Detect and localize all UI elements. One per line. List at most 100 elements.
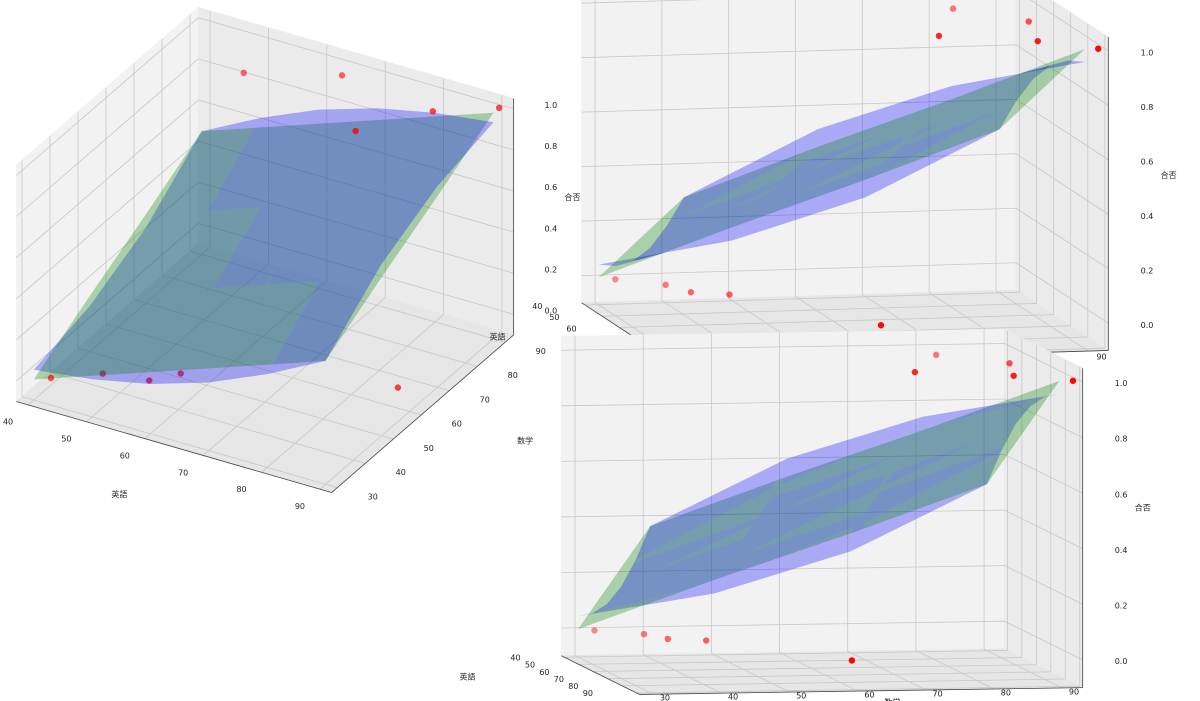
surface-patch (320, 108, 436, 192)
y-tick-label: 90 (536, 347, 546, 356)
y-tick-label: 60 (452, 420, 462, 429)
data-point (911, 368, 919, 376)
y-tick-label: 50 (424, 444, 434, 453)
x-tick-label: 60 (539, 668, 549, 677)
grid-line (1004, 509, 1083, 550)
surface-patch (145, 127, 260, 215)
z-tick-label: 0.2 (1115, 601, 1128, 610)
surface-patch (714, 512, 866, 580)
x-axis-label: 英語 (111, 489, 127, 499)
y-tick-label: 70 (933, 689, 943, 698)
surface-patch (894, 396, 1045, 456)
axis-line (16, 401, 332, 493)
grid-line (581, 262, 1017, 276)
x-tick-label: 80 (236, 485, 246, 494)
surface-patch (908, 381, 1060, 451)
grid-line (189, 250, 506, 343)
z-tick-label: 0.8 (1141, 103, 1154, 112)
y-axis-label: 数学 (517, 436, 533, 446)
data-point (687, 289, 695, 296)
grid-line (21, 396, 338, 489)
surface-patch (879, 406, 1031, 488)
surface-patch (267, 264, 382, 375)
axis-line (639, 687, 1083, 695)
grid-line (581, 98, 1017, 113)
y-tick-label: 30 (368, 492, 378, 501)
data-point (1025, 18, 1032, 25)
surface-patch (621, 497, 773, 568)
grid-line (144, 280, 328, 439)
grid-line (581, 153, 1017, 168)
grid-line (1015, 98, 1109, 161)
z-axis-label: 合否 (564, 192, 580, 202)
surface-patch (635, 458, 787, 560)
grid-line (1004, 343, 1083, 383)
grid-line (161, 275, 478, 367)
grid-line (607, 671, 1051, 680)
y-tick-label: 30 (660, 694, 670, 701)
x-tick-label: 80 (568, 682, 578, 691)
data-point (877, 322, 885, 329)
surface-patch (934, 49, 1085, 116)
grid-line (561, 343, 1005, 351)
surface-patch (865, 100, 1017, 198)
y-tick-label: 60 (864, 690, 874, 699)
grid-line (561, 398, 1005, 407)
grid-line (983, 648, 1063, 689)
y-axis-label: 数学 (885, 697, 901, 701)
data-point (848, 657, 856, 664)
data-point (240, 69, 247, 77)
surface-patch (714, 521, 866, 594)
surface-patch (148, 204, 263, 307)
surface-patch (264, 185, 380, 288)
surface-patch (666, 129, 818, 226)
grid-line (1030, 0, 1109, 52)
surface-patch (267, 277, 382, 365)
grid-line (319, 331, 503, 490)
x-tick-label: 40 (510, 653, 520, 662)
surface-patch (262, 120, 377, 208)
grid-line (105, 323, 422, 416)
grid-line (198, 17, 514, 110)
surface-patch (728, 492, 880, 560)
grid-line (561, 620, 1005, 629)
surface-patch (743, 456, 894, 555)
surface-patch (728, 488, 880, 579)
grid-line (995, 290, 1089, 352)
grid-line (1004, 565, 1083, 605)
grid-line (711, 653, 790, 693)
grid-line (1015, 207, 1109, 270)
data-point (662, 281, 669, 289)
surface-patch (33, 292, 149, 380)
grid-line (564, 650, 1008, 658)
surface-patch (262, 108, 377, 205)
x-tick-label: 70 (178, 468, 188, 477)
surface-patch (148, 207, 263, 293)
data-point (612, 276, 619, 283)
grid-line (16, 140, 199, 300)
surface-patch (865, 423, 1016, 522)
y-tick-label: 40 (728, 693, 738, 701)
grid-line (561, 454, 1005, 462)
grid-line (642, 654, 722, 694)
surface-patch (649, 163, 801, 230)
surface-patch (323, 196, 438, 282)
grid-line (16, 223, 199, 382)
surface-patch (632, 183, 784, 262)
surface-patch (894, 401, 1045, 472)
surface-patch (749, 147, 900, 212)
z-tick-label: 0.4 (1141, 212, 1154, 221)
z-tick-label: 0.6 (1141, 158, 1154, 167)
data-point (394, 384, 402, 391)
data-point (1034, 37, 1041, 45)
surface-patch (89, 210, 204, 296)
x-tick-label: 50 (525, 661, 535, 670)
surface-patch (783, 96, 935, 184)
data-point (352, 127, 359, 135)
z-tick-label: 0.6 (544, 183, 557, 192)
z-axis-label: 合否 (1135, 503, 1151, 513)
surface-patch (204, 123, 319, 211)
grid-line (16, 99, 199, 258)
grid-line (1015, 262, 1109, 324)
grid-line (619, 314, 1054, 328)
